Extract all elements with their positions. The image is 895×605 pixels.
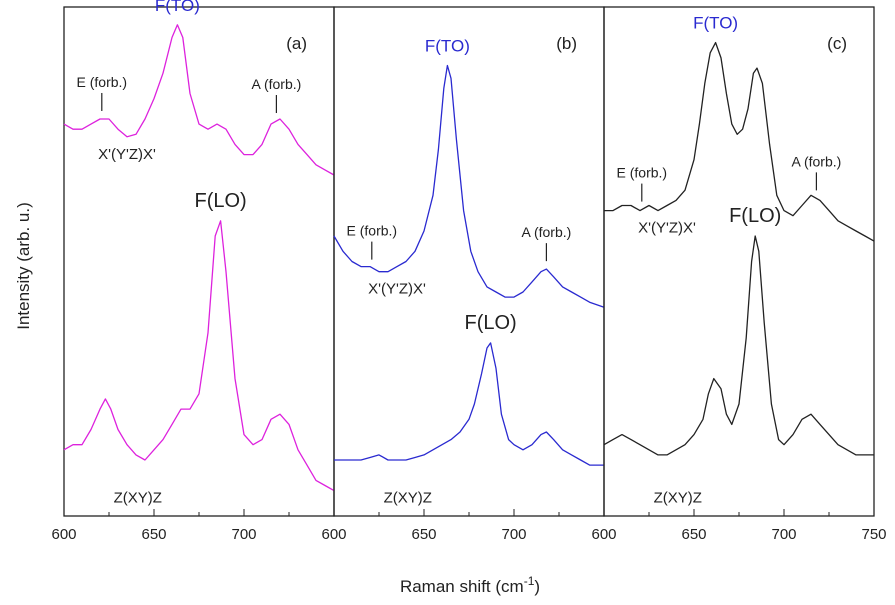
series-bottom-line	[603, 235, 874, 456]
y-axis-title: Intensity (arb. u.)	[14, 202, 33, 330]
x-tick-label: 600	[591, 526, 616, 543]
x-tick-label: 650	[681, 526, 706, 543]
series-bottom-line	[63, 220, 335, 492]
x-axis-title-main: Raman shift (cm	[400, 577, 524, 596]
ann-e-label: E (forb.)	[347, 223, 398, 239]
ann-e-label: E (forb.)	[617, 165, 668, 181]
x-axis-title: Raman shift (cm-1)	[400, 574, 540, 596]
peak-label-fto: F(TO)	[155, 0, 200, 15]
peak-label-fto: F(TO)	[425, 37, 470, 56]
x-tick-label: 600	[321, 526, 346, 543]
x-tick-label: 650	[411, 526, 436, 543]
series-top-line	[63, 24, 335, 176]
geometry-label-bottom: Z(XY)Z	[654, 490, 702, 507]
geometry-label-top: X'(Y'Z)X'	[98, 146, 156, 163]
panel-2: 600 650 700 (b) F(TO) F(LO) E (forb.) A (forb.)…	[321, 6, 605, 543]
panel-3: 600 650 700 750 (c) F(TO) F(LO) E (forb.) A (for…	[591, 6, 887, 543]
ann-a-label: A (forb.)	[252, 76, 302, 92]
ann-a-label: A (forb.)	[792, 153, 842, 169]
series-top-line	[333, 64, 605, 308]
series-top-line	[604, 41, 875, 242]
panel-label: (b)	[556, 34, 577, 53]
x-tick-label: 700	[771, 526, 796, 543]
x-axis-title-tail: )	[534, 577, 540, 596]
x-tick-label: 600	[51, 526, 76, 543]
x-tick-label: 750	[861, 526, 886, 543]
panel-label: (c)	[827, 34, 847, 53]
panel-frame	[333, 6, 605, 517]
x-tick-label: 700	[231, 526, 256, 543]
geometry-label-bottom: Z(XY)Z	[384, 490, 432, 507]
peak-label-flo: F(LO)	[464, 312, 516, 334]
geometry-label-top: X'(Y'Z)X'	[368, 281, 426, 298]
peak-label-flo: F(LO)	[729, 205, 781, 227]
panels-layer: 600 650 700 (a) F(TO) F(LO) E (forb.) A (forb.)…	[51, 0, 886, 543]
geometry-label-top: X'(Y'Z)X'	[638, 220, 696, 237]
x-axis-title-sup: -1	[524, 574, 535, 588]
ann-e-label: E (forb.)	[77, 74, 128, 90]
x-tick-label: 700	[501, 526, 526, 543]
peak-label-flo: F(LO)	[194, 190, 246, 212]
ann-a-label: A (forb.)	[522, 224, 572, 240]
panel-label: (a)	[286, 34, 307, 53]
x-tick-label: 650	[141, 526, 166, 543]
panel-1: 600 650 700 (a) F(TO) F(LO) E (forb.) A (forb.)…	[51, 0, 335, 543]
peak-label-fto: F(TO)	[693, 14, 738, 33]
series-bottom-line	[334, 342, 604, 466]
geometry-label-bottom: Z(XY)Z	[114, 490, 162, 507]
